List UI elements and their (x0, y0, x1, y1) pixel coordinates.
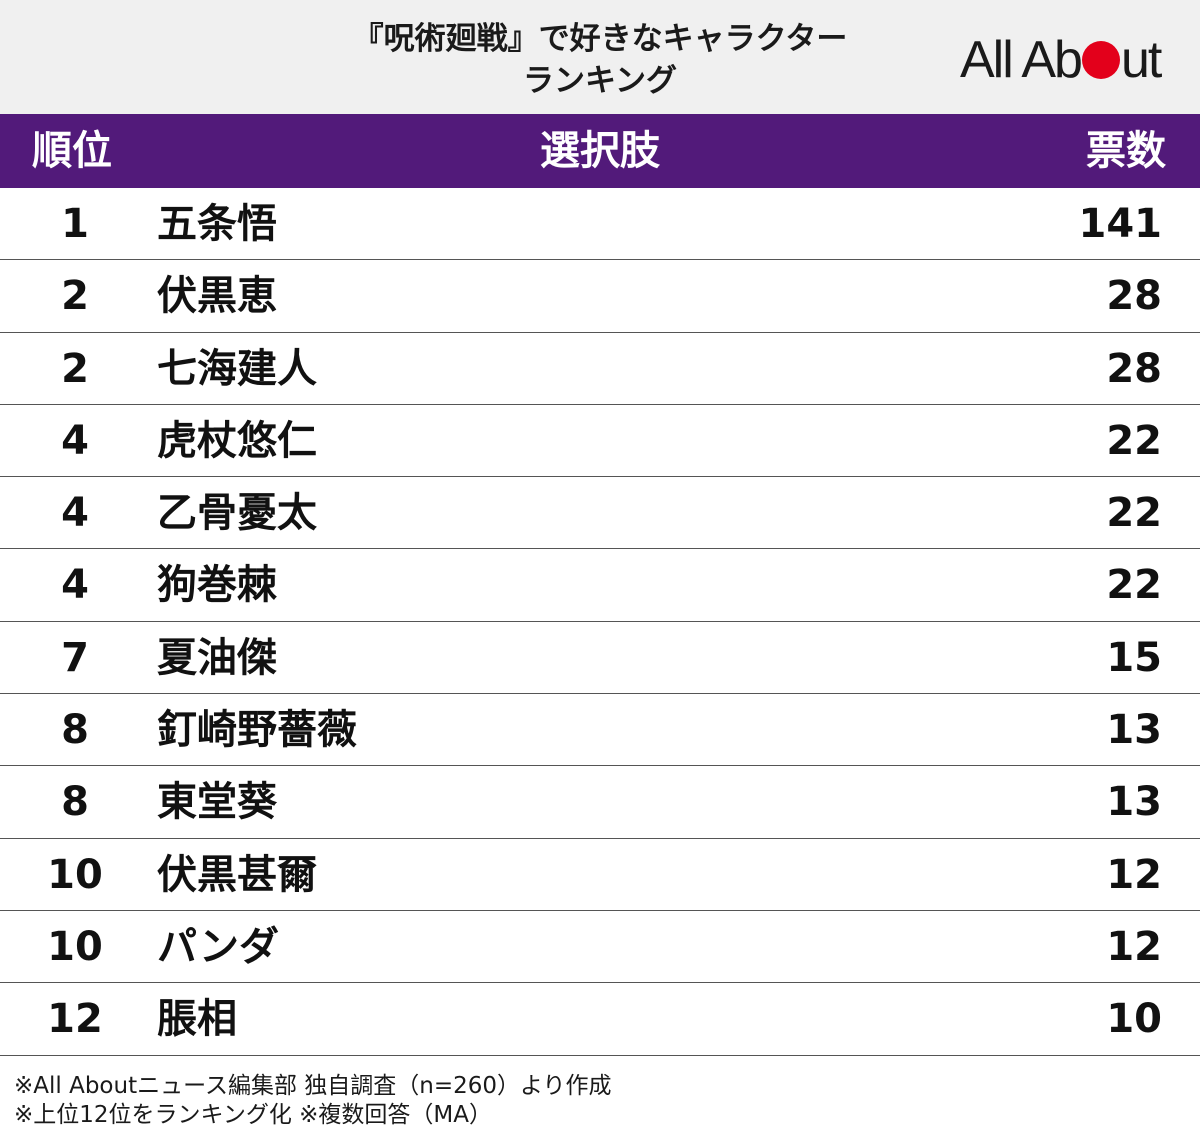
column-header-votes: 票数 (1086, 128, 1166, 174)
table-row: 2 伏黒恵 28 (0, 260, 1200, 333)
table-row: 12 脹相 10 (0, 983, 1200, 1056)
character-name-cell: 虎杖悠仁 (157, 417, 317, 464)
chart-title-line1: 『呪術廻戦』で好きなキャラクター (352, 21, 848, 57)
character-name-cell: 狗巻棘 (157, 562, 277, 609)
character-name-cell: 夏油傑 (157, 634, 277, 681)
votes-cell: 12 (1106, 851, 1162, 898)
votes-cell: 13 (1106, 707, 1162, 754)
votes-cell: 22 (1106, 562, 1162, 609)
table-row: 4 乙骨憂太 22 (0, 477, 1200, 550)
table-row: 7 夏油傑 15 (0, 622, 1200, 695)
logo-text-after: ut (1120, 31, 1162, 89)
table-row: 2 七海建人 28 (0, 333, 1200, 405)
rank-cell: 4 (61, 562, 89, 609)
rank-cell: 10 (47, 923, 103, 970)
votes-cell: 12 (1106, 923, 1162, 970)
votes-cell: 22 (1106, 490, 1162, 537)
table-row: 1 五条悟 141 (0, 188, 1200, 261)
column-header-rank: 順位 (32, 128, 112, 174)
column-header-choice: 選択肢 (540, 128, 660, 174)
chart-title: 『呪術廻戦』で好きなキャラクター ランキング (300, 18, 900, 102)
rank-cell: 4 (61, 417, 89, 464)
table-row: 4 狗巻棘 22 (0, 549, 1200, 622)
rank-cell: 4 (61, 490, 89, 537)
table-row: 10 パンダ 12 (0, 911, 1200, 984)
votes-cell: 10 (1106, 996, 1162, 1043)
rank-cell: 8 (61, 779, 89, 826)
character-name-cell: パンダ (157, 923, 279, 970)
rank-cell: 2 (61, 345, 89, 392)
votes-cell: 15 (1106, 634, 1162, 681)
votes-cell: 13 (1106, 779, 1162, 826)
logo-text-before: All Ab (960, 31, 1083, 89)
votes-cell: 28 (1106, 345, 1162, 392)
logo-red-dot-icon (1081, 41, 1120, 79)
table-row: 8 釘崎野薔薇 13 (0, 694, 1200, 767)
table-row: 10 伏黒甚爾 12 (0, 839, 1200, 911)
rank-cell: 1 (61, 201, 89, 247)
character-name-cell: 脹相 (157, 996, 237, 1043)
character-name-cell: 伏黒恵 (157, 273, 277, 320)
table-body: 1 五条悟 141 2 伏黒恵 28 2 七海建人 28 4 虎杖悠仁 22 4 乙骨憂太 22 4 狗巻棘 22… (0, 188, 1200, 1056)
character-name-cell: 七海建人 (157, 345, 317, 392)
character-name-cell: 五条悟 (157, 201, 277, 247)
chart-title-line2: ランキング (522, 63, 678, 99)
rank-cell: 8 (61, 707, 89, 754)
allabout-logo: All Ab ut (960, 30, 1162, 90)
footer-notes: ※All Aboutニュース編集部 独自調査（n=260）より作成 ※上位12位… (14, 1072, 612, 1130)
rank-cell: 12 (47, 996, 103, 1043)
rank-cell: 10 (47, 851, 103, 898)
votes-cell: 28 (1106, 273, 1162, 320)
footer-note-method: ※上位12位をランキング化 ※複数回答（MA） (14, 1102, 493, 1128)
table-row: 4 虎杖悠仁 22 (0, 405, 1200, 478)
character-name-cell: 東堂葵 (157, 779, 277, 826)
character-name-cell: 乙骨憂太 (157, 490, 317, 537)
character-name-cell: 伏黒甚爾 (157, 851, 317, 898)
footer-note-source: ※All Aboutニュース編集部 独自調査（n=260）より作成 (14, 1073, 612, 1099)
votes-cell: 141 (1078, 201, 1163, 247)
table-header: 順位 選択肢 票数 (0, 114, 1200, 188)
character-name-cell: 釘崎野薔薇 (157, 707, 357, 754)
votes-cell: 22 (1106, 417, 1162, 464)
rank-cell: 2 (61, 273, 89, 320)
chart-header: 『呪術廻戦』で好きなキャラクター ランキング All Ab ut (0, 0, 1200, 114)
rank-cell: 7 (61, 634, 89, 681)
table-row: 8 東堂葵 13 (0, 766, 1200, 839)
